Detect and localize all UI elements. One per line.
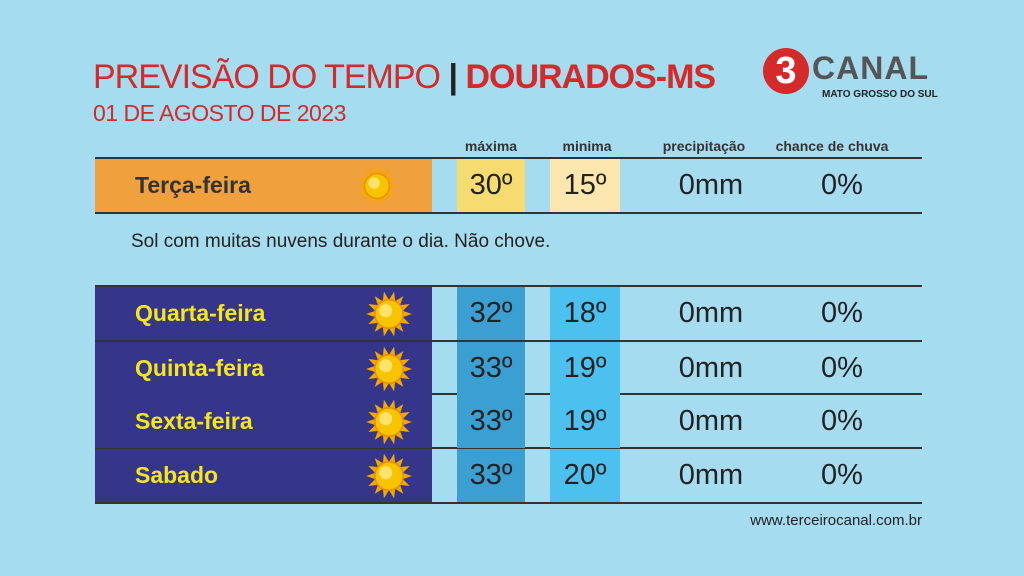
day-name: Sexta-feira	[135, 408, 253, 434]
max-temp: 33º	[457, 342, 525, 395]
title: PREVISÃO DO TEMPO	[93, 58, 441, 96]
column-header: precipitação	[662, 138, 746, 154]
rule-line	[95, 285, 922, 287]
min-temp: 15º	[550, 159, 620, 212]
min-temp: 19º	[550, 395, 620, 448]
rule-line	[95, 502, 922, 504]
max-temp: 30º	[457, 159, 525, 212]
rain-chance: 0%	[821, 352, 863, 384]
rule-line	[95, 212, 922, 214]
max-temp: 33º	[457, 449, 525, 502]
rule-line	[95, 340, 922, 342]
precipitation: 0mm	[678, 405, 744, 437]
rain-chance: 0%	[821, 405, 863, 437]
sun-icon	[366, 453, 412, 498]
sun-icon	[366, 399, 412, 444]
precipitation: 0mm	[678, 459, 744, 491]
day-name: Quinta-feira	[135, 355, 265, 381]
description: Sol com muitas nuvens durante o dia. Não…	[131, 231, 551, 252]
min-temp: 19º	[550, 342, 620, 395]
min-temp: 20º	[550, 449, 620, 502]
column-header: máxima	[464, 138, 518, 154]
sun-icon	[356, 165, 398, 206]
sun-icon	[366, 346, 412, 391]
min-temp: 18º	[550, 287, 620, 340]
city: DOURADOS-MS	[465, 58, 716, 96]
precipitation: 0mm	[678, 169, 744, 201]
rule-line	[95, 157, 922, 159]
max-temp: 32º	[457, 287, 525, 340]
sun-icon	[366, 291, 412, 336]
precipitation: 0mm	[678, 297, 744, 329]
logo-name: CANAL	[812, 50, 929, 86]
day-name: Quarta-feira	[135, 300, 266, 326]
footer: www.terceirocanal.com.br	[750, 512, 922, 529]
precipitation: 0mm	[678, 352, 744, 384]
logo-number: 3	[763, 48, 809, 94]
column-header: minima	[562, 138, 612, 154]
rain-chance: 0%	[821, 169, 863, 201]
rain-chance: 0%	[821, 459, 863, 491]
separator: |	[448, 58, 457, 96]
column-header: chance de chuva	[775, 138, 889, 154]
day-name: Sabado	[135, 462, 219, 488]
max-temp: 33º	[457, 395, 525, 448]
logo-region: MATO GROSSO DO SUL	[822, 89, 938, 100]
day-name: Terça-feira	[135, 172, 251, 198]
date: 01 DE AGOSTO DE 2023	[93, 100, 346, 126]
title-line: PREVISÃO DO TEMPO | DOURADOS-MS	[93, 58, 716, 97]
rain-chance: 0%	[821, 297, 863, 329]
rule-line	[95, 447, 922, 449]
